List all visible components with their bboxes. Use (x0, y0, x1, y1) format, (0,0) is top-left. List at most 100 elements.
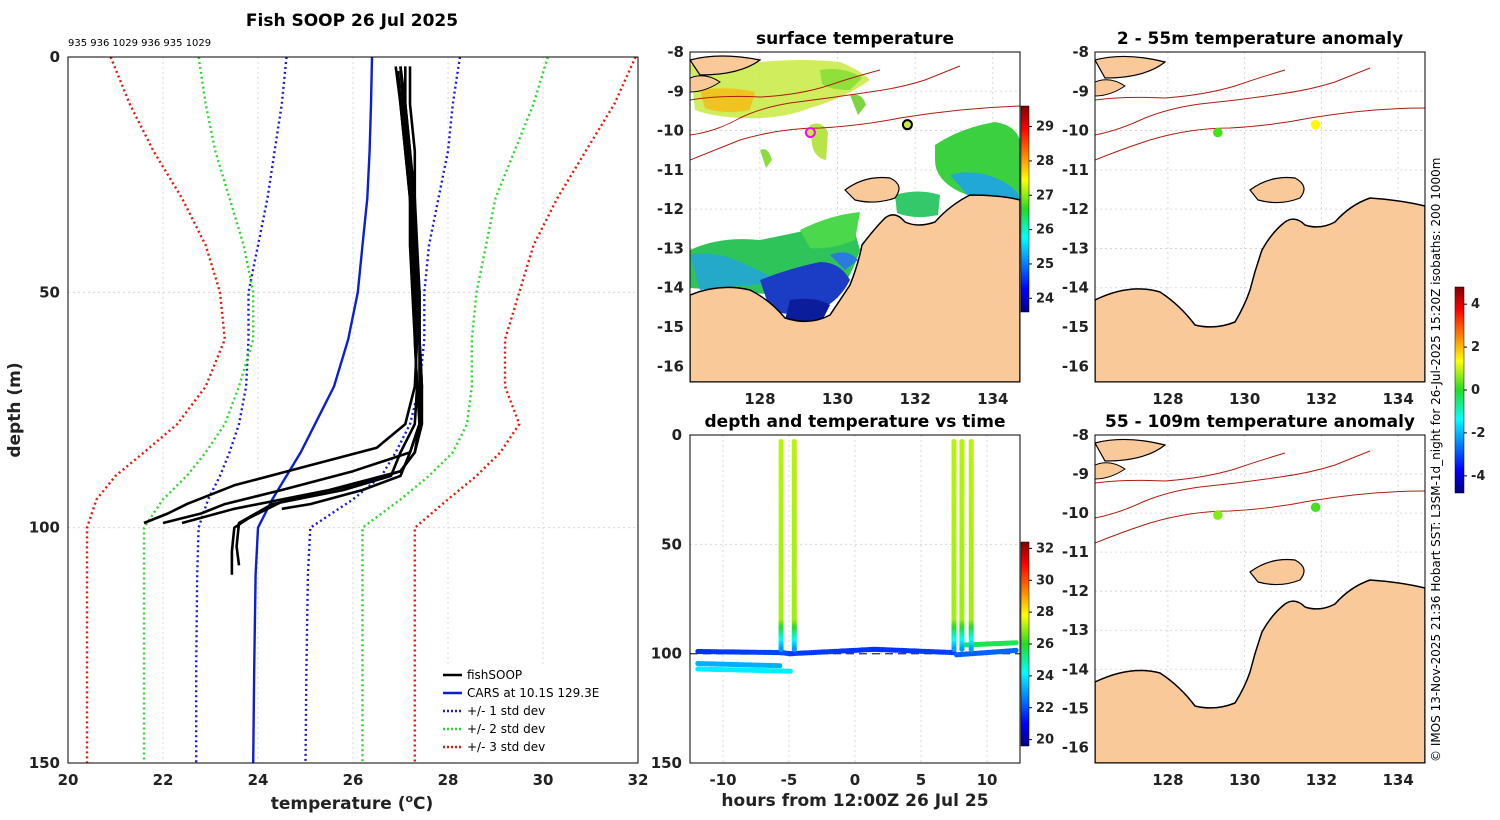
anom-shallow-ytick-label: -8 (1072, 43, 1089, 61)
sst-colorbar-ticks: 24 25 26 27 28 29 (1029, 120, 1054, 306)
anomaly-colorbar-tick-label: -2 (1471, 426, 1485, 441)
anom-deep-ytick-label: -10 (1062, 504, 1089, 522)
anom-deep-xtick-label: 134 (1382, 771, 1413, 789)
time-series-colorbar (1020, 541, 1030, 747)
anom-shallow-ytick-label: -11 (1062, 161, 1089, 179)
time-series-colorbar-tick-label: 32 (1036, 541, 1054, 556)
sst-station-b (901, 119, 913, 131)
legend-item-2std: +/- 2 std dev (443, 722, 545, 736)
anom-deep-ticks: 128 130 132 134 -8 -9 -10 -11 -12 -13 -14 -15 -16 (1062, 426, 1414, 789)
time-series-profile-point (791, 646, 797, 652)
drop-ids: 935 936 1029 936 935 1029 (68, 38, 211, 49)
anom-shallow-title: 2 - 55m temperature anomaly (1117, 29, 1403, 49)
profile-xtick-label: 30 (533, 771, 554, 789)
sst-colorbar-tick-label: 28 (1036, 154, 1054, 169)
profile-ylabel: depth (m) (5, 362, 25, 457)
time-series-bottom-tow (1013, 647, 1019, 654)
profile-ytick-label: 0 (50, 48, 60, 66)
sst-map-xtick-label: 130 (822, 390, 853, 408)
figure-title: Fish SOOP 26 Jul 2025 (246, 11, 458, 31)
profile-ytick-label: 150 (29, 754, 60, 772)
anom-shallow-xtick-label: 130 (1229, 390, 1260, 408)
time-series-xtick-label: 10 (977, 771, 998, 789)
time-series-colorbar-ticks: 20 22 24 26 28 30 32 (1029, 541, 1054, 748)
sst-map-ytick-label: -10 (657, 122, 684, 140)
time-series-xlabel: hours from 12:00Z 26 Jul 25 (721, 791, 988, 811)
profile-xtick-label: 32 (628, 771, 649, 789)
sst-field (690, 60, 1020, 327)
profile-xlabel: temperature (oC) (271, 792, 434, 814)
time-series-panel: depth and temperature vs time -10 -5 0 5 100… (651, 412, 1054, 811)
anom-deep-title: 55 - 109m temperature anomaly (1105, 412, 1415, 432)
time-series-colorbar-tick-label: 28 (1036, 605, 1054, 620)
anom-deep-xtick-label: 132 (1306, 771, 1337, 789)
profile-line-fishsoop (230, 66, 421, 575)
time-series-colorbar-tick-label: 22 (1036, 701, 1054, 716)
sst-map-ytick-label: -8 (667, 43, 684, 61)
profile-xtick-label: 28 (438, 771, 459, 789)
time-series-ytick-label: 0 (672, 426, 682, 444)
time-series-xtick-label: -5 (781, 771, 798, 789)
profile-xtick-label: 20 (58, 771, 79, 789)
anom-deep-point (1310, 502, 1321, 513)
time-series-colorbar-tick-label: 30 (1036, 573, 1054, 588)
anom-deep-xtick-label: 128 (1152, 771, 1183, 789)
anom-shallow-ticks: 128 130 132 134 -8 -9 -10 -11 -12 -13 -14 -15 -16 (1062, 43, 1414, 408)
time-series-profile-point (951, 646, 957, 652)
profile-line-3std (413, 56, 637, 763)
profile-panel: Fish SOOP 26 Jul 2025 935 936 1029 936 9… (5, 11, 648, 814)
profile-line-fishsoop (143, 66, 419, 525)
profile-line-3std (85, 56, 227, 763)
anom-deep-ytick-label: -12 (1062, 582, 1089, 600)
time-series-ytick-label: 50 (661, 535, 682, 553)
svg-text:CARS at 10.1S 129.3E: CARS at 10.1S 129.3E (467, 686, 599, 700)
time-series-colorbar-tick-label: 26 (1036, 637, 1054, 652)
profile-line-fishsoop (281, 71, 421, 511)
sst-map-ytick-label: -13 (657, 239, 684, 257)
profile-line-1std (304, 56, 462, 764)
anom-deep-ytick-label: -9 (1072, 465, 1089, 483)
legend-item-cars: CARS at 10.1S 129.3E (443, 686, 599, 700)
anomaly-colorbar-tick-label: 0 (1471, 383, 1480, 398)
anom-shallow-land (1095, 197, 1425, 382)
sst-map-ticks: 128 130 132 134 -8 -9 -10 -11 -12 -13 -14 -15 -16 (657, 43, 1009, 408)
anom-shallow-ytick-label: -15 (1062, 318, 1089, 336)
anom-shallow-points (1212, 119, 1321, 138)
profile-line-fishsoop (162, 66, 424, 525)
sst-colorbar-tick-label: 27 (1036, 188, 1054, 203)
profile-axes-frame (67, 56, 639, 764)
sst-map-xtick-label: 132 (900, 390, 931, 408)
anomaly-colorbar-tick-label: 2 (1471, 340, 1480, 355)
time-series-colorbar-tick-label: 24 (1036, 669, 1054, 684)
time-series-profile-point (968, 646, 974, 652)
time-series-profile-point (778, 646, 784, 652)
time-series-bottom-tow (777, 663, 783, 669)
profile-line-cars (252, 56, 374, 764)
anomaly-colorbar-tick-label: 4 (1471, 297, 1480, 312)
anom-shallow-frame (1094, 51, 1426, 383)
sst-colorbar (1020, 105, 1030, 313)
anom-deep-land (1095, 579, 1425, 763)
anom-shallow-ytick-label: -16 (1062, 357, 1089, 375)
sst-map-xtick-label: 128 (744, 390, 775, 408)
profile-xtick-label: 22 (153, 771, 174, 789)
anom-shallow-xtick-label: 132 (1306, 390, 1337, 408)
anom-deep-frame (1094, 434, 1426, 764)
time-series-ytick-label: 100 (651, 645, 682, 663)
time-series-title: depth and temperature vs time (705, 412, 1006, 432)
profile-xtick-label: 26 (343, 771, 364, 789)
time-series-xtick-label: -10 (709, 771, 736, 789)
anom-deep-ytick-label: -16 (1062, 738, 1089, 756)
anom-shallow-ytick-label: -13 (1062, 239, 1089, 257)
legend-item-1std: +/- 1 std dev (443, 704, 545, 718)
profile-legend: fishSOOP CARS at 10.1S 129.3E +/- 1 std … (437, 664, 637, 762)
time-series-bottom-tow (787, 668, 793, 674)
anom-shallow-xtick-label: 128 (1152, 390, 1183, 408)
profile-ytick-label: 50 (39, 283, 60, 301)
anom-shallow-ytick-label: -12 (1062, 200, 1089, 218)
sst-map-ytick-label: -11 (657, 161, 684, 179)
sst-map-ytick-label: -16 (657, 357, 684, 375)
profile-line-2std (142, 56, 255, 763)
